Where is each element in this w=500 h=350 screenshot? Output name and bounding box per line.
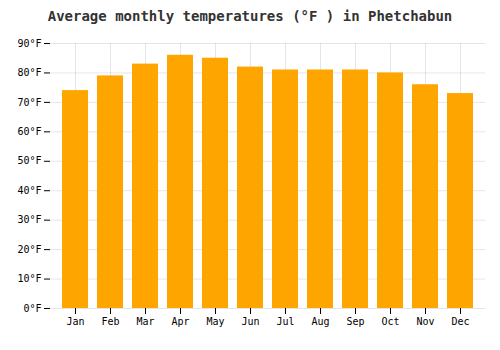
- svg-text:Dec: Dec: [451, 316, 469, 327]
- svg-text:80°F: 80°F: [17, 67, 41, 78]
- svg-text:Oct: Oct: [381, 316, 399, 327]
- svg-text:May: May: [206, 316, 224, 327]
- svg-text:Apr: Apr: [171, 316, 189, 327]
- svg-text:Mar: Mar: [136, 316, 154, 327]
- svg-text:Jun: Jun: [241, 316, 259, 327]
- svg-text:60°F: 60°F: [17, 126, 41, 137]
- svg-text:20°F: 20°F: [17, 244, 41, 255]
- html-text:Average monthly temperatures (: Average monthly temperatures (°F ) in Ph…: [47, 8, 453, 24]
- svg-text:Jan: Jan: [66, 316, 84, 327]
- svg-text:10°F: 10°F: [17, 273, 41, 284]
- svg-text:Jul: Jul: [276, 316, 294, 327]
- svg-text:0°F: 0°F: [23, 303, 41, 314]
- svg-text:70°F: 70°F: [17, 97, 41, 108]
- svg-text:Sep: Sep: [346, 316, 364, 327]
- svg-text:Aug: Aug: [311, 316, 329, 327]
- svg-text:Feb: Feb: [101, 316, 119, 327]
- svg-text:90°F: 90°F: [17, 38, 41, 49]
- svg-text:Nov: Nov: [416, 316, 434, 327]
- svg-text:40°F: 40°F: [17, 185, 41, 196]
- svg-text:50°F: 50°F: [17, 155, 41, 166]
- svg-text:30°F: 30°F: [17, 214, 41, 225]
